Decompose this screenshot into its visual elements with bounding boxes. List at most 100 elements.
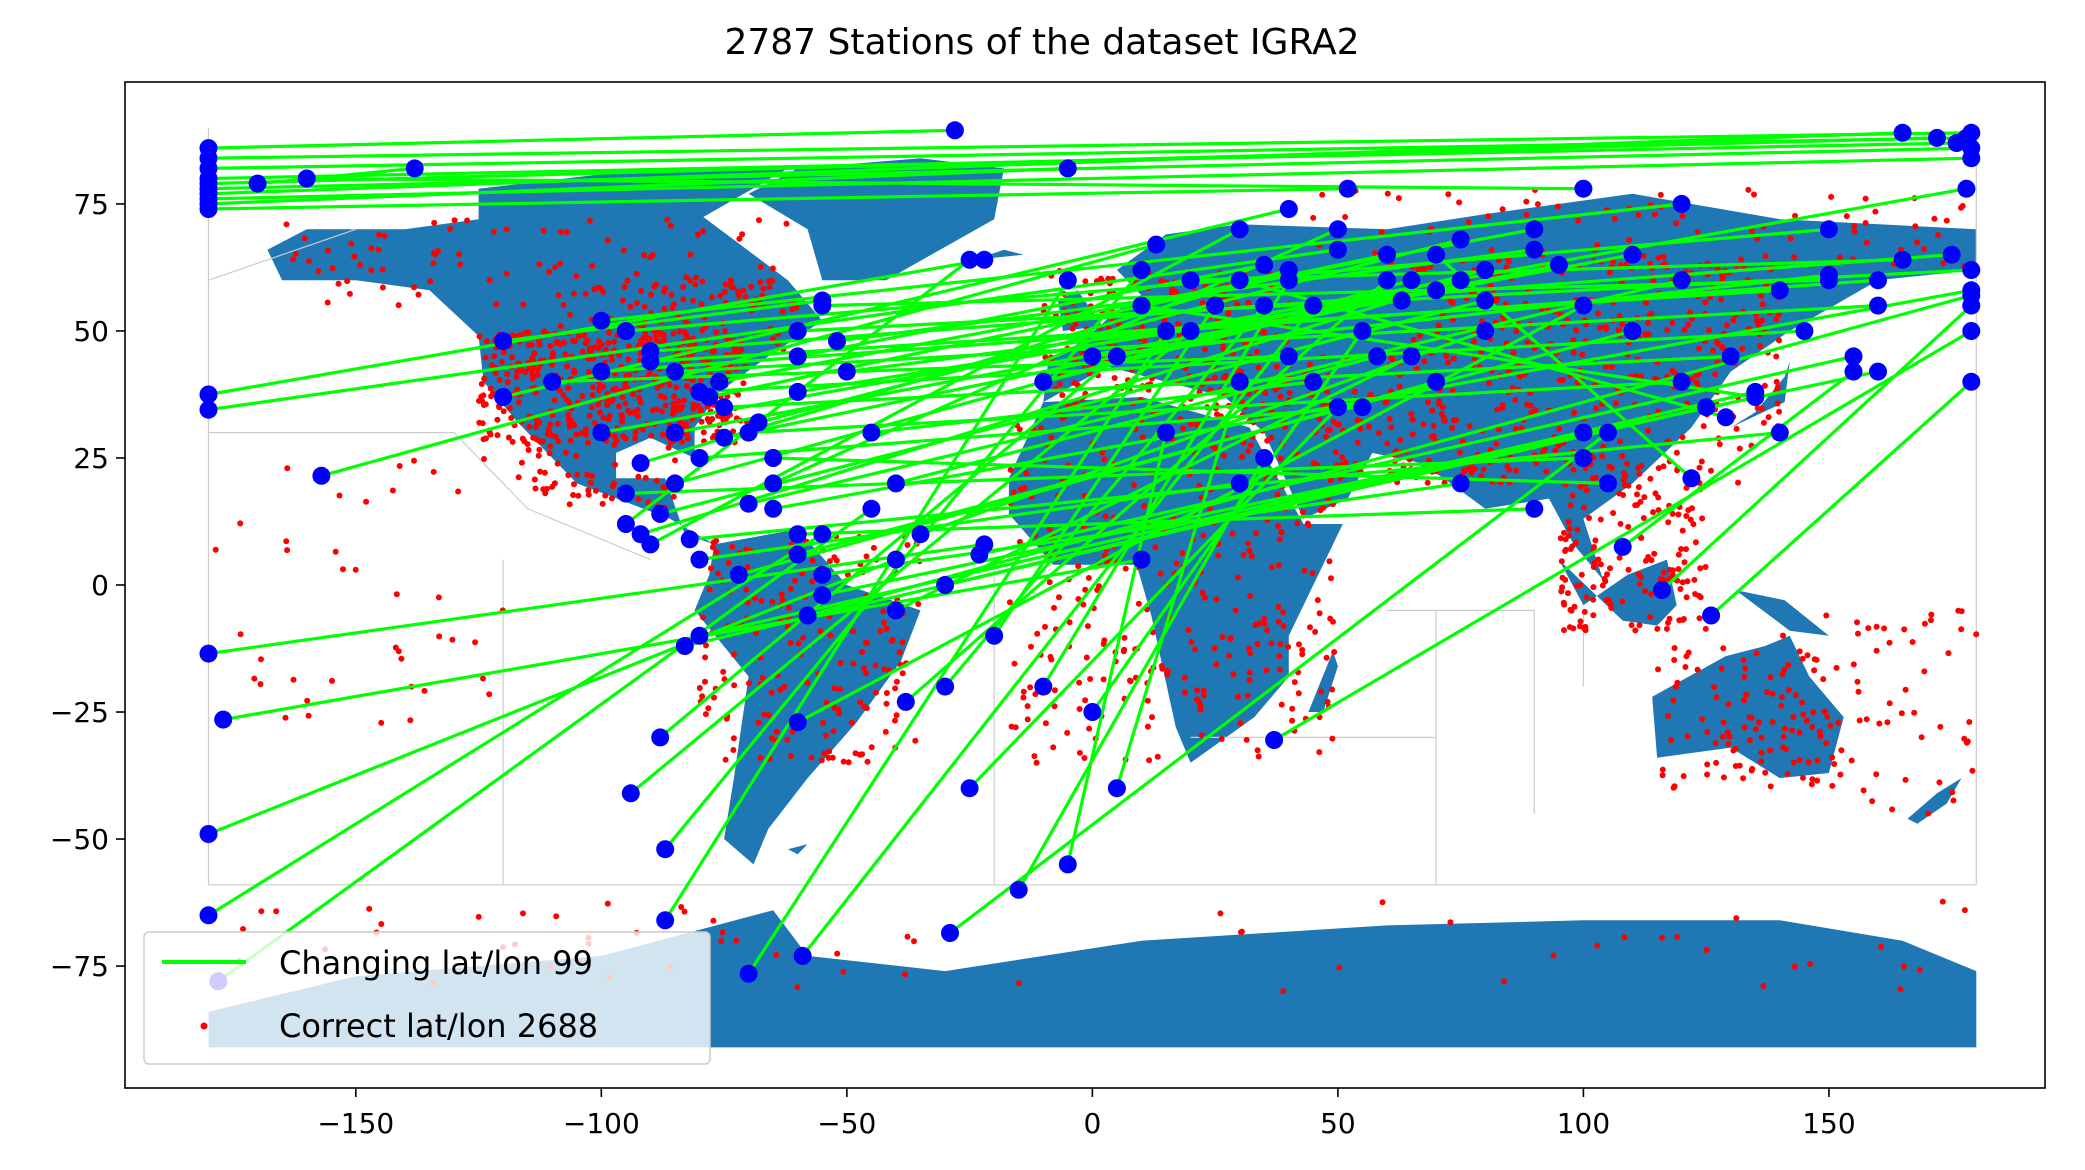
correct-point	[1735, 479, 1741, 486]
correct-point	[1447, 297, 1454, 304]
correct-point	[883, 700, 890, 707]
correct-point	[455, 488, 462, 495]
correct-point	[379, 266, 386, 273]
correct-point	[1555, 442, 1562, 449]
correct-point	[1099, 449, 1106, 456]
changing-marker-67-0	[764, 474, 783, 493]
changing-marker-16-0	[631, 454, 650, 473]
correct-point	[1670, 697, 1677, 704]
correct-point	[899, 670, 906, 677]
correct-point	[344, 278, 351, 285]
changing-marker-46-1	[1623, 322, 1642, 340]
correct-point	[1769, 718, 1776, 725]
correct-point	[677, 419, 684, 426]
correct-point	[541, 469, 548, 476]
correct-point	[1579, 351, 1586, 358]
correct-point	[883, 690, 890, 696]
correct-point	[1263, 667, 1270, 674]
correct-point	[1710, 347, 1716, 354]
correct-point	[493, 301, 500, 308]
correct-point	[1461, 467, 1468, 474]
correct-point	[1494, 406, 1501, 413]
correct-point	[1324, 698, 1331, 705]
correct-point	[1606, 269, 1613, 276]
correct-point	[1101, 637, 1108, 644]
correct-point	[571, 481, 577, 488]
correct-point	[481, 375, 488, 382]
correct-point	[881, 619, 888, 626]
correct-point	[1382, 399, 1389, 406]
correct-point	[651, 283, 658, 290]
changing-marker-93-1	[1721, 347, 1740, 366]
correct-point	[1937, 723, 1944, 730]
changing-marker-31-0	[214, 710, 233, 729]
correct-point	[1354, 417, 1361, 424]
correct-point	[1659, 766, 1666, 773]
correct-point	[1408, 411, 1415, 417]
correct-point	[1724, 729, 1731, 736]
correct-point	[1235, 693, 1241, 700]
correct-point	[393, 591, 400, 598]
correct-point	[480, 675, 486, 682]
correct-point	[475, 913, 482, 920]
correct-point	[1252, 530, 1259, 537]
changing-marker-63-0	[616, 484, 635, 503]
correct-point	[1705, 327, 1712, 334]
correct-point	[395, 302, 402, 309]
changing-marker-27-1	[1962, 261, 1981, 279]
correct-point	[1589, 475, 1596, 482]
correct-point	[1624, 460, 1630, 467]
correct-point	[562, 449, 569, 456]
correct-point	[591, 286, 598, 293]
changing-marker-14-0	[312, 466, 331, 485]
correct-point	[573, 431, 580, 438]
correct-point	[1608, 364, 1615, 371]
x-tick-label-3: 0	[1083, 1107, 1101, 1140]
correct-point	[1616, 554, 1623, 561]
correct-point	[665, 444, 672, 451]
correct-point	[1635, 212, 1642, 218]
correct-point	[1007, 466, 1014, 473]
correct-point	[1720, 645, 1727, 652]
correct-point	[1758, 734, 1765, 741]
correct-point	[396, 463, 403, 469]
correct-point	[1681, 559, 1688, 566]
correct-point	[1038, 425, 1044, 432]
correct-point	[1898, 710, 1905, 717]
correct-point	[1488, 246, 1495, 253]
correct-point	[1570, 466, 1577, 473]
correct-point	[1376, 430, 1382, 437]
changing-marker-75-1	[1392, 291, 1411, 310]
y-tick-label-6: 75	[73, 188, 109, 221]
correct-point	[1196, 482, 1203, 489]
correct-point	[1876, 720, 1883, 727]
correct-point	[292, 250, 299, 257]
correct-point	[496, 404, 503, 411]
correct-point	[708, 565, 714, 572]
changing-marker-41-1	[1599, 423, 1617, 442]
changing-marker-56-1	[1132, 296, 1151, 315]
correct-point	[1814, 757, 1821, 764]
correct-point	[722, 756, 729, 763]
correct-point	[1645, 427, 1651, 434]
correct-point	[1751, 191, 1757, 198]
correct-point	[827, 632, 834, 639]
correct-point	[1726, 733, 1733, 740]
correct-point	[518, 459, 525, 466]
correct-point	[588, 404, 595, 411]
correct-point	[904, 933, 911, 940]
correct-point	[1700, 423, 1707, 430]
correct-point	[1445, 359, 1452, 366]
correct-point	[427, 278, 434, 285]
correct-point	[682, 318, 689, 325]
correct-point	[273, 908, 280, 915]
correct-point	[1625, 523, 1632, 530]
correct-point	[1605, 597, 1612, 603]
correct-point	[1318, 688, 1325, 695]
correct-point	[862, 670, 869, 676]
correct-point	[1466, 423, 1473, 429]
changing-marker-40-0	[793, 946, 812, 965]
correct-point	[560, 302, 567, 308]
correct-point	[690, 401, 697, 408]
correct-point	[531, 350, 538, 357]
